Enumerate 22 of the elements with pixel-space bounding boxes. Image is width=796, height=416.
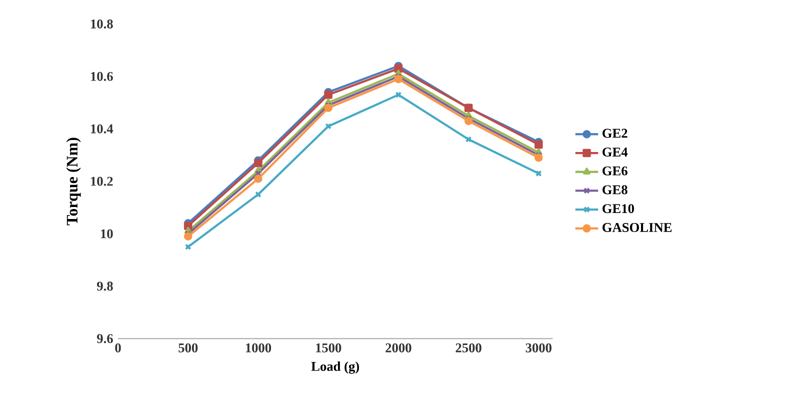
y-tick-label: 10.8 (91, 19, 113, 29)
legend-label: GE8 (602, 185, 628, 194)
x-tick-label: 1500 (316, 343, 342, 352)
legend-label: GE2 (602, 128, 628, 138)
legend-label: GE6 (602, 166, 628, 176)
y-tick-label: 9.8 (96, 282, 113, 291)
x-tick-label: 1000 (246, 343, 272, 352)
y-tick-label: 10 (101, 229, 113, 238)
y-tick-label: 10.6 (91, 72, 113, 81)
x-tick-label: 3000 (526, 343, 552, 352)
x-tick-label: 2000 (386, 343, 412, 352)
y-tick-label: 10.2 (91, 176, 113, 186)
y-axis-title: Torque (Nm) (66, 138, 81, 226)
x-axis-title: Load (g) (311, 362, 359, 374)
x-tick-label: 500 (178, 343, 198, 352)
x-tick-label: 2500 (456, 343, 482, 352)
y-tick-label: 9.6 (96, 334, 113, 344)
legend-label: GE4 (602, 148, 628, 157)
y-tick-label: 10.4 (91, 124, 114, 134)
legend-label: GASOLINE (602, 223, 672, 232)
x-tick-label: 0 (115, 343, 121, 352)
legend-label: GE10 (602, 204, 634, 214)
